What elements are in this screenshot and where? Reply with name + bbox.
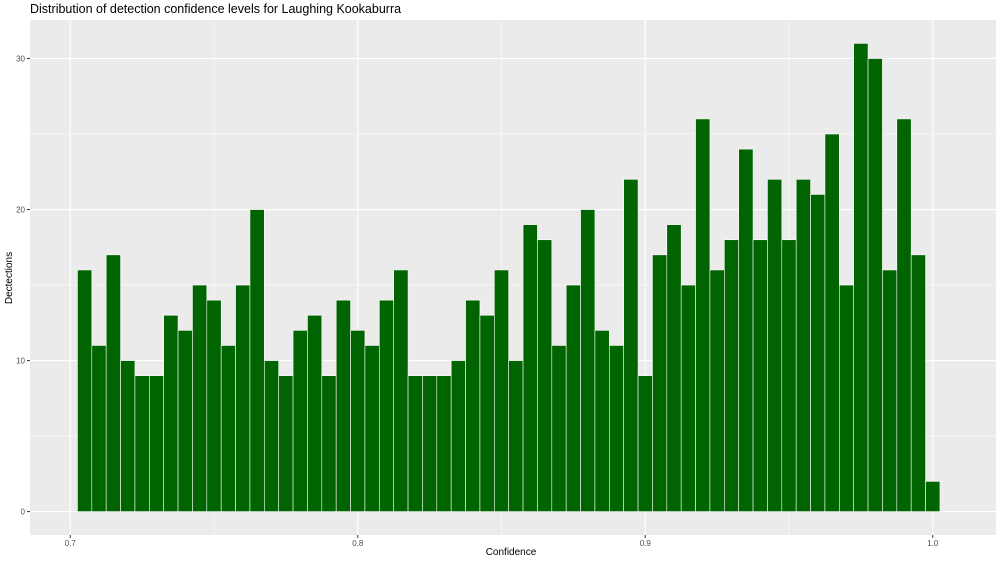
histogram-bar: [738, 148, 754, 512]
y-axis-ticks: 0 10 20 30: [16, 55, 30, 517]
x-tick-label: 0.9: [640, 539, 652, 548]
histogram-bar: [652, 254, 668, 512]
histogram-bar: [925, 481, 941, 512]
histogram-bar: [839, 284, 854, 512]
histogram-bar: [364, 345, 380, 512]
histogram-bar: [580, 209, 596, 512]
histogram-bar: [249, 209, 265, 512]
histogram-bar: [278, 375, 294, 512]
histogram-bar: [609, 345, 624, 512]
histogram-bar: [407, 375, 423, 512]
y-tick-label: 0: [21, 508, 26, 517]
x-axis-ticks: 0.7 0.8 0.9 1.0: [65, 535, 939, 548]
histogram-bar: [450, 360, 466, 512]
x-tick-label: 0.7: [65, 539, 77, 548]
y-tick-label: 20: [16, 206, 25, 215]
histogram-bar: [134, 375, 150, 512]
histogram-bar: [537, 239, 553, 512]
histogram-bar: [508, 360, 524, 512]
histogram-bar: [350, 330, 366, 512]
chart-title: Distribution of detection confidence lev…: [30, 2, 402, 16]
histogram-bar: [867, 58, 883, 512]
histogram-bar: [206, 299, 222, 512]
histogram-bar: [910, 254, 926, 512]
histogram-bar: [666, 224, 682, 512]
y-tick-label: 30: [16, 55, 25, 64]
histogram-bar: [853, 43, 869, 512]
histogram-bar: [781, 239, 797, 512]
histogram-bar: [637, 375, 653, 512]
histogram-bar: [379, 299, 394, 512]
histogram-bar: [105, 254, 121, 512]
histogram-bar: [91, 345, 107, 512]
x-axis-title: Confidence: [486, 547, 537, 558]
histogram-bar: [220, 345, 236, 512]
histogram-bar: [235, 284, 251, 512]
bars: [77, 43, 941, 512]
histogram-bar: [565, 284, 581, 512]
histogram-bar: [120, 360, 136, 512]
x-tick-label: 1.0: [927, 539, 939, 548]
histogram-bar: [149, 375, 164, 512]
histogram-bar: [436, 375, 452, 512]
histogram-bar: [177, 330, 193, 512]
histogram-bar: [422, 375, 438, 512]
histogram-bar: [882, 269, 898, 512]
histogram-bar: [321, 375, 337, 512]
histogram-bar: [724, 239, 739, 512]
histogram-bar: [709, 269, 725, 512]
y-axis-title: Dectections: [4, 252, 15, 304]
histogram-bar: [163, 314, 179, 512]
histogram-bar: [264, 360, 279, 512]
histogram-bar: [594, 330, 610, 512]
histogram-bar: [896, 118, 912, 512]
histogram-bar: [551, 345, 567, 512]
histogram-bar: [795, 179, 811, 512]
x-tick-label: 0.8: [352, 539, 364, 548]
histogram-bar: [77, 269, 93, 512]
histogram-bar: [292, 330, 308, 512]
histogram-bar: [335, 299, 351, 512]
histogram-bar: [767, 179, 783, 512]
histogram-bar: [465, 299, 481, 512]
histogram-bar: [494, 269, 509, 512]
y-tick-label: 10: [16, 357, 25, 366]
histogram-bar: [192, 284, 208, 512]
histogram-bar: [307, 314, 323, 512]
histogram-bar: [623, 179, 639, 512]
histogram-bar: [824, 133, 840, 512]
histogram-bar: [810, 194, 826, 512]
histogram-bar: [695, 118, 711, 512]
histogram-bar: [479, 314, 495, 512]
histogram-bar: [522, 224, 538, 512]
histogram-bar: [393, 269, 409, 512]
histogram-bar: [752, 239, 768, 512]
histogram-bar: [680, 284, 696, 512]
